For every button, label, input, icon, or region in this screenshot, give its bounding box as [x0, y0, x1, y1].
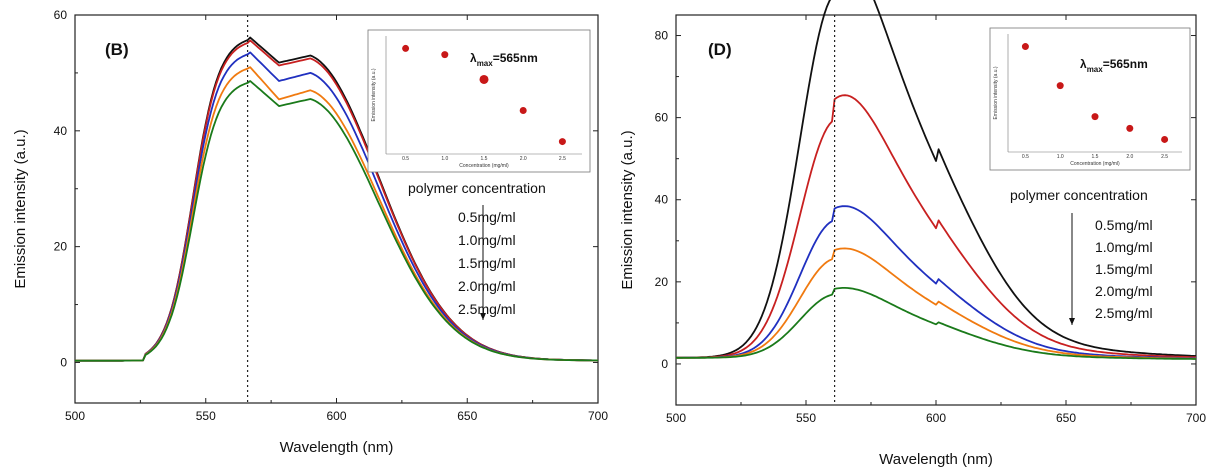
chart-panel-b: 500 550 600 650 700 0 20 40 60 Wavelength (nm) Emi… — [12, 8, 608, 456]
x-axis-title: Wavelength (nm) — [879, 451, 993, 468]
lambda-max-label: λmax=565nm — [470, 51, 538, 68]
lambda-symbol: λ — [470, 51, 477, 65]
lambda-max-label: λmax=565nm — [1080, 57, 1148, 74]
x-tick-label: 650 — [1056, 411, 1076, 425]
y-tick-label: 40 — [655, 193, 669, 207]
lambda-subscript: max — [1087, 65, 1104, 74]
legend-entry: 0.5mg/ml — [1095, 217, 1153, 233]
inset-data-point — [402, 44, 410, 52]
lambda-value: =565nm — [493, 51, 538, 65]
inset-x-label: Concentration (mg/ml) — [1070, 161, 1120, 167]
inset-data-point — [519, 107, 527, 115]
inset-x-tick-label: 2.0 — [1126, 154, 1133, 160]
legend-arrow-head — [1069, 318, 1075, 325]
x-tick-label: 500 — [65, 409, 85, 423]
panel-label: (B) — [105, 40, 129, 59]
lambda-subscript: max — [477, 59, 494, 68]
inset-data-point — [479, 74, 489, 84]
x-tick-label: 600 — [326, 409, 346, 423]
series-line-4 — [676, 247, 1196, 360]
inset-x-tick-label: 1.0 — [441, 156, 448, 162]
inset-x-tick-label: 1.5 — [1092, 154, 1099, 160]
y-tick-label: 20 — [54, 240, 68, 254]
legend-entry: 2.0mg/ml — [458, 278, 516, 294]
inset-y-label: Emission intensity (a.u.) — [993, 66, 999, 119]
x-tick-label: 700 — [588, 409, 608, 423]
x-axis-title: Wavelength (nm) — [280, 439, 394, 456]
legend-entry: 0.5mg/ml — [458, 209, 516, 225]
series-line-3 — [675, 205, 1196, 360]
legend-entry: 1.0mg/ml — [458, 232, 516, 248]
inset-x-tick-label: 1.5 — [481, 156, 488, 162]
series-line-5 — [75, 80, 599, 362]
inset-y-label: Emission intensity (a.u.) — [371, 68, 377, 121]
y-tick-label: 0 — [60, 355, 67, 369]
legend-entry: 2.5mg/ml — [1095, 305, 1153, 321]
lambda-value: =565nm — [1103, 57, 1148, 71]
y-tick-label: 20 — [655, 275, 669, 289]
inset-x-tick-label: 2.5 — [1161, 154, 1168, 160]
inset-x-tick-label: 2.0 — [520, 156, 527, 162]
inset-data-point — [1126, 124, 1134, 132]
chart-panel-d: 500 550 600 650 700 0 20 40 60 80 Wavelength (nm) E… — [619, 0, 1206, 468]
panel-label: (D) — [708, 40, 732, 59]
lambda-symbol: λ — [1080, 57, 1087, 71]
legend-entry: 1.5mg/ml — [1095, 261, 1153, 277]
inset-data-point — [558, 138, 566, 146]
inset-data-point — [1021, 43, 1029, 51]
inset-x-tick-label: 1.0 — [1057, 154, 1064, 160]
y-axis-title: Emission intensity (a.u.) — [12, 129, 29, 288]
y-axis-title: Emission intensity (a.u.) — [619, 130, 636, 289]
legend-entry: 1.5mg/ml — [458, 255, 516, 271]
x-tick-label: 600 — [926, 411, 946, 425]
series-line-2 — [676, 94, 1197, 359]
x-tick-label: 550 — [196, 409, 216, 423]
inset-frame — [989, 27, 1191, 171]
legend-entry: 2.5mg/ml — [458, 301, 516, 317]
inset-x-tick-label: 2.5 — [559, 156, 566, 162]
inset-plot: 0.5 1.0 1.5 2.0 2.5 Concentration (mg/ml) Emis… — [367, 29, 591, 173]
x-tick-label: 700 — [1186, 411, 1206, 425]
inset-x-label: Concentration (mg/ml) — [459, 163, 509, 169]
inset-plot: 0.5 1.0 1.5 2.0 2.5 Concentration (mg/ml) Emis… — [989, 27, 1191, 171]
inset-data-point — [1091, 113, 1099, 121]
x-tick-label: 650 — [457, 409, 477, 423]
y-tick-label: 0 — [661, 357, 668, 371]
inset-data-point — [1161, 135, 1169, 143]
y-tick-label: 60 — [54, 8, 68, 22]
inset-data-point — [441, 51, 449, 59]
inset-x-tick-label: 0.5 — [1022, 154, 1029, 160]
series-line-1 — [676, 0, 1197, 359]
legend-arrow-head — [480, 313, 486, 320]
legend-title: polymer concentration — [1010, 187, 1148, 203]
legend-entry: 2.0mg/ml — [1095, 283, 1153, 299]
legend-entry: 1.0mg/ml — [1095, 239, 1153, 255]
y-tick-label: 80 — [655, 29, 669, 43]
y-tick-label: 60 — [655, 111, 669, 125]
inset-data-point — [1056, 82, 1064, 90]
inset-x-tick-label: 0.5 — [402, 156, 409, 162]
y-tick-label: 40 — [54, 124, 68, 138]
x-tick-label: 500 — [666, 411, 686, 425]
x-tick-label: 550 — [796, 411, 816, 425]
inset-frame — [367, 29, 591, 173]
legend-title: polymer concentration — [408, 180, 546, 196]
series-line-5 — [676, 287, 1196, 360]
